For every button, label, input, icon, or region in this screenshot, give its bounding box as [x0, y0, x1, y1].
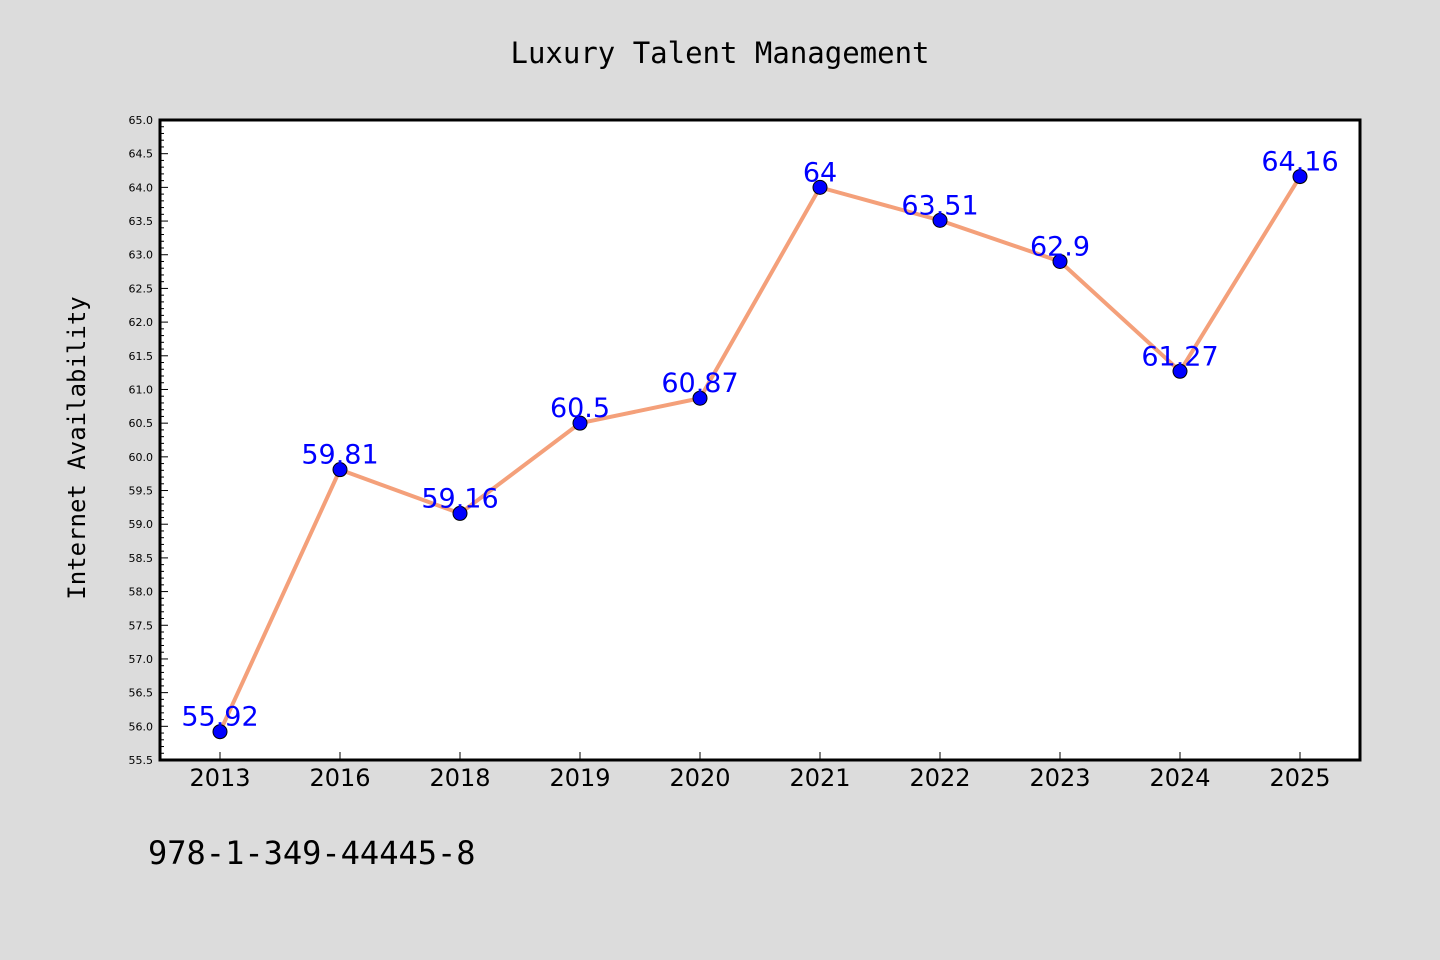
series-line: [218, 174, 1302, 734]
y-tick-label: 61.0: [129, 383, 154, 396]
x-axis-ticks: 2013 2016 2018 2019 2020 2021 2022 2023 2024 2025: [189, 752, 1331, 792]
x-tick-label: 2023: [1029, 764, 1090, 792]
y-axis-ticks: 55.5 56.0 56.5 57.0 57.5 58.0 58.5 59.0 59.5 60.0…: [129, 114, 168, 767]
data-point: [572, 415, 588, 431]
data-label: 64.16: [1261, 147, 1338, 178]
y-tick-label: 58.5: [129, 552, 154, 565]
y-tick-label: 60.0: [129, 451, 154, 464]
x-tick-label: 2022: [909, 764, 970, 792]
data-label: 60.87: [661, 368, 738, 399]
data-label: 61.27: [1141, 341, 1218, 372]
x-tick-label: 2018: [429, 764, 490, 792]
y-tick-label: 56.0: [129, 720, 154, 733]
series-layer: [218, 174, 1302, 734]
y-tick-label: 63.0: [129, 249, 154, 262]
y-tick-label: 56.5: [129, 687, 154, 700]
data-point: [212, 724, 228, 740]
y-tick-label: 59.5: [129, 485, 154, 498]
isbn-footer: 978-1-349-44445-8: [148, 834, 476, 872]
data-point: [1292, 169, 1308, 185]
x-tick-label: 2013: [189, 764, 250, 792]
y-tick-label: 58.0: [129, 586, 154, 599]
plot-area: [158, 118, 1362, 762]
y-tick-label: 64.0: [129, 181, 154, 194]
data-label: 63.51: [901, 190, 978, 221]
x-tick-label: 2021: [789, 764, 850, 792]
data-point: [692, 390, 708, 406]
x-tick-label: 2024: [1149, 764, 1210, 792]
x-tick-label: 2025: [1269, 764, 1330, 792]
y-tick-label: 59.0: [129, 518, 154, 531]
y-tick-label: 60.5: [129, 417, 154, 430]
y-tick-label: 65.0: [129, 114, 154, 127]
data-label: 55.92: [181, 702, 258, 733]
y-tick-label: 57.5: [129, 619, 154, 632]
data-label: 64: [803, 157, 837, 188]
data-label-layer: 55.92 59.81 59.16 60.5 60.87 64 63.51 62.9 61.27…: [181, 147, 1338, 733]
data-label: 59.16: [421, 483, 498, 514]
y-axis-label: Internet Availability: [63, 296, 91, 599]
data-point: [1052, 253, 1068, 269]
marker-layer: [212, 169, 1308, 740]
y-tick-label: 61.5: [129, 350, 154, 363]
data-point: [1172, 363, 1188, 379]
y-tick-label: 62.0: [129, 316, 154, 329]
data-label: 59.81: [301, 440, 378, 471]
x-tick-label: 2019: [549, 764, 610, 792]
y-tick-label: 55.5: [129, 754, 154, 767]
y-tick-label: 62.5: [129, 282, 154, 295]
chart-title: Luxury Talent Management: [510, 36, 929, 70]
y-tick-label: 64.5: [129, 148, 154, 161]
data-point: [332, 462, 348, 478]
y-tick-label: 63.5: [129, 215, 154, 228]
data-point: [932, 212, 948, 228]
data-point: [452, 505, 468, 521]
data-label: 62.9: [1030, 231, 1090, 262]
y-tick-label: 57.0: [129, 653, 154, 666]
x-tick-label: 2016: [309, 764, 370, 792]
data-point: [812, 179, 828, 195]
x-tick-label: 2020: [669, 764, 730, 792]
data-label: 60.5: [550, 393, 610, 424]
